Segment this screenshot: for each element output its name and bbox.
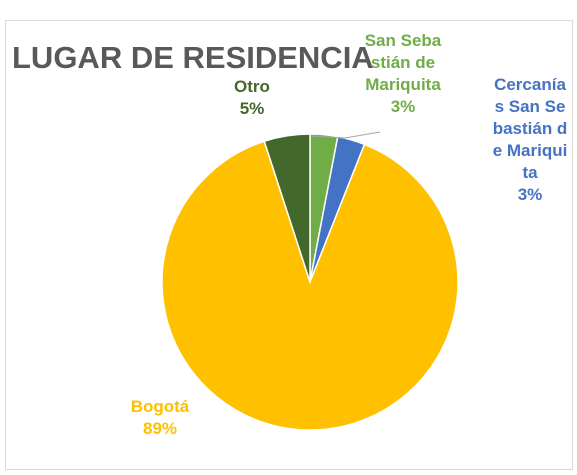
data-label-name: San Sebastián de Mariquita bbox=[364, 31, 442, 94]
data-label-value: 5% bbox=[239, 99, 265, 118]
data-label: Cercanías San Sebastián de Mariquita 3% bbox=[490, 74, 570, 206]
data-label: Otro 5% bbox=[222, 76, 282, 120]
chart-frame bbox=[5, 20, 573, 470]
data-label-value: 3% bbox=[390, 97, 416, 116]
pie-slice bbox=[161, 140, 459, 431]
data-label-name: Otro bbox=[234, 77, 270, 96]
leader-line bbox=[311, 131, 381, 139]
data-label-name: Bogotá bbox=[130, 397, 190, 416]
data-label: San Sebastián de Mariquita 3% bbox=[362, 30, 444, 118]
data-label: Bogotá 89% bbox=[120, 396, 200, 440]
data-label-value: 3% bbox=[517, 185, 543, 204]
data-label-name: Cercanías San Sebastián de Mariquita bbox=[492, 75, 568, 182]
pie-slice bbox=[263, 133, 311, 283]
chart-title: LUGAR DE RESIDENCIA bbox=[12, 40, 374, 75]
data-label-value: 89% bbox=[142, 419, 178, 438]
